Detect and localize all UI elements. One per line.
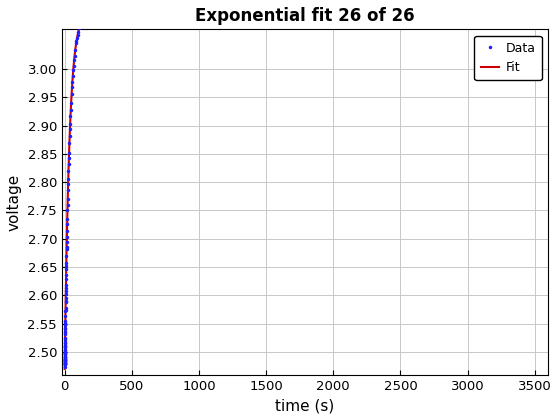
Line: Fit: Fit [64, 12, 548, 369]
Legend: Data, Fit: Data, Fit [474, 36, 542, 80]
Fit [297, 10, 304, 15]
Fit [531, 10, 538, 15]
Data [64, 188, 71, 193]
Data [61, 365, 68, 370]
Line: Data: Data [63, 8, 550, 369]
Data [450, 8, 456, 13]
Y-axis label: voltage: voltage [7, 173, 22, 231]
Fit [228, 10, 235, 15]
Data [62, 362, 68, 367]
Title: Exponential fit 26 of 26: Exponential fit 26 of 26 [195, 7, 415, 25]
Data [545, 12, 552, 17]
Fit [61, 367, 68, 372]
Fit [86, 12, 93, 17]
Data [62, 354, 68, 359]
Fit [531, 10, 538, 15]
X-axis label: time (s): time (s) [276, 398, 335, 413]
Fit [442, 10, 449, 15]
Data [82, 12, 89, 17]
Data [517, 8, 524, 13]
Fit [284, 10, 291, 15]
Fit [545, 10, 552, 15]
Data [67, 113, 74, 118]
